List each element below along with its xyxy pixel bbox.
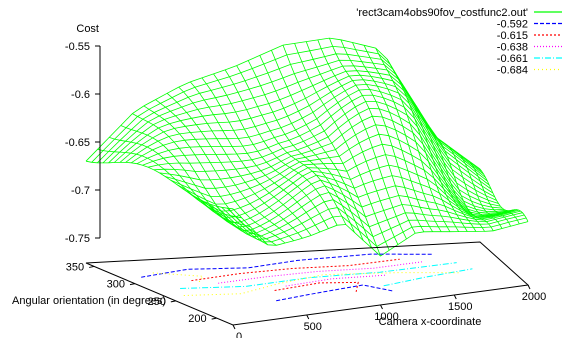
- surface-column-line: [444, 143, 503, 229]
- y-axis-title: Angular orientation (in degrees): [12, 295, 166, 307]
- surface-column-line: [201, 77, 321, 233]
- surface-column-line: [178, 86, 303, 239]
- contour-line: [180, 262, 457, 289]
- x-tick: [453, 294, 457, 300]
- y-tick: [170, 300, 176, 303]
- surface-column-line: [352, 42, 433, 232]
- x-tick: [527, 284, 531, 290]
- surface-column-line: [155, 99, 286, 244]
- legend-label: -0.661: [497, 53, 528, 65]
- x-axis-title: Camera x-coordinate: [379, 316, 482, 328]
- surface-column-line: [189, 81, 312, 236]
- z-tick-label: -0.7: [71, 185, 90, 197]
- surface-column-line: [317, 39, 407, 240]
- y-tick-label: 350: [66, 261, 84, 273]
- surface-column-line: [329, 37, 416, 234]
- legend-label: -0.684: [497, 65, 528, 77]
- surface-column-line: [479, 168, 529, 222]
- surface-column-line: [213, 73, 329, 229]
- surface-column-line: [247, 60, 355, 233]
- surface-column-line: [375, 47, 451, 232]
- z-axis-title: Cost: [76, 23, 99, 35]
- contour-line: [285, 274, 386, 287]
- z-tick-label: -0.75: [65, 233, 90, 245]
- x-tick: [232, 324, 236, 330]
- z-tick-label: -0.55: [65, 41, 90, 53]
- surface-column-line: [259, 55, 364, 241]
- y-tick: [129, 283, 136, 286]
- y-tick: [211, 317, 217, 320]
- surface-column-line: [363, 45, 442, 232]
- z-tick-label: -0.6: [71, 89, 90, 101]
- surface-column-line: [305, 41, 399, 245]
- x-tick: [380, 304, 383, 310]
- surface-column-line: [340, 39, 425, 233]
- surface-column-line: [433, 134, 494, 232]
- surface-column-line: [224, 69, 338, 226]
- contour-line: [274, 281, 359, 293]
- contour-line: [152, 272, 204, 284]
- surface-column-line: [97, 148, 242, 219]
- surface-column-line: [271, 50, 373, 249]
- contour-line: [218, 261, 424, 284]
- legend-label: 'rect3cam4obs90fov_costfunc2.out': [356, 7, 528, 19]
- contour-line: [183, 272, 459, 296]
- surface-column-line: [132, 113, 268, 246]
- surface-mesh: [85, 37, 529, 257]
- legend-label: -0.592: [497, 19, 528, 31]
- legend-label: -0.615: [497, 30, 528, 42]
- surface-column-line: [386, 59, 459, 232]
- y-tick-label: 200: [188, 313, 206, 325]
- x-tick-label: 1500: [448, 301, 472, 313]
- x-tick: [306, 314, 310, 320]
- contour-line: [141, 253, 434, 278]
- surface-row-line: [119, 74, 492, 190]
- y-tick: [89, 265, 95, 268]
- x-tick-label: 2000: [522, 291, 546, 303]
- legend: 'rect3cam4obs90fov_costfunc2.out'-0.592-…: [356, 7, 562, 77]
- y-tick-label: 300: [107, 279, 125, 291]
- x-tick-label: 0: [236, 331, 242, 338]
- x-tick-label: 1000: [374, 311, 398, 323]
- z-tick-label: -0.65: [65, 137, 90, 149]
- surface-column-line: [109, 137, 251, 228]
- surface-column-line: [294, 43, 390, 251]
- surface-column-line: [398, 78, 468, 232]
- surface-column-line: [143, 105, 277, 246]
- surface-column-line: [421, 118, 485, 232]
- surface-column-line: [468, 160, 520, 225]
- surface-row-line: [85, 37, 481, 170]
- surface-column-line: [236, 65, 347, 225]
- surface-column-line: [410, 98, 477, 232]
- x-tick-label: 500: [304, 321, 322, 333]
- surface-column-line: [282, 44, 381, 257]
- contour-line: [276, 284, 393, 302]
- contour-line: [383, 268, 473, 287]
- surface-column-line: [456, 151, 511, 227]
- legend-label: -0.638: [497, 42, 528, 54]
- surface-column-line: [166, 92, 294, 241]
- contour-line: [191, 258, 400, 282]
- contour-lines: [141, 253, 473, 302]
- axes: -0.55 -0.6 -0.65 -0.7 -0.75 Cost 0 500 1000 1500 2…: [12, 23, 546, 338]
- y-tick-label: 250: [147, 296, 165, 308]
